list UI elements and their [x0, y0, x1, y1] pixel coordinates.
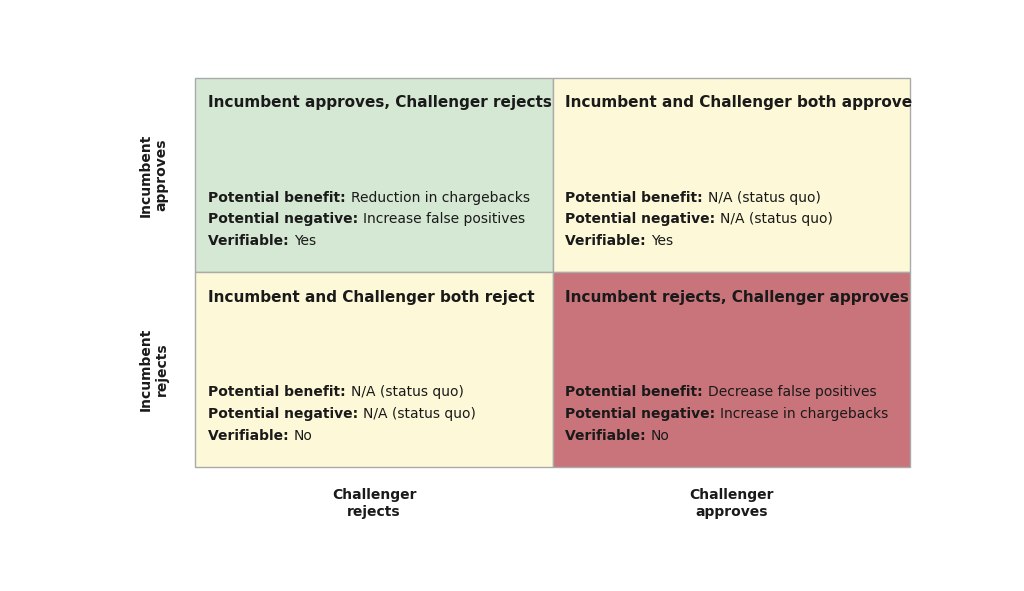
Text: Incumbent and Challenger both reject: Incumbent and Challenger both reject [208, 290, 535, 304]
Bar [553, 272, 909, 467]
Text: Potential benefit:: Potential benefit: [565, 190, 708, 204]
Text: Incumbent
approves: Incumbent approves [138, 134, 169, 217]
Text: N/A (status quo): N/A (status quo) [364, 407, 476, 421]
Text: N/A (status quo): N/A (status quo) [708, 190, 820, 204]
Text: Yes: Yes [651, 234, 673, 248]
Text: Challenger
rejects: Challenger rejects [332, 488, 417, 519]
Text: Verifiable:: Verifiable: [208, 429, 294, 443]
Text: Potential negative:: Potential negative: [565, 212, 720, 226]
Text: N/A (status quo): N/A (status quo) [350, 385, 464, 399]
Text: Potential benefit:: Potential benefit: [565, 385, 708, 399]
Text: Incumbent approves, Challenger rejects: Incumbent approves, Challenger rejects [208, 95, 552, 110]
Bar [553, 78, 909, 272]
Text: Challenger
approves: Challenger approves [689, 488, 773, 519]
Text: Yes: Yes [294, 234, 315, 248]
Text: Increase false positives: Increase false positives [364, 212, 525, 226]
Text: Potential benefit:: Potential benefit: [208, 190, 350, 204]
Text: N/A (status quo): N/A (status quo) [720, 212, 834, 226]
Text: Potential negative:: Potential negative: [208, 407, 364, 421]
Text: No: No [294, 429, 312, 443]
Text: Verifiable:: Verifiable: [565, 234, 651, 248]
Bar [196, 78, 553, 272]
Text: Increase in chargebacks: Increase in chargebacks [720, 407, 889, 421]
Text: Verifiable:: Verifiable: [208, 234, 294, 248]
Text: Verifiable:: Verifiable: [565, 429, 651, 443]
Text: Reduction in chargebacks: Reduction in chargebacks [350, 190, 529, 204]
Text: Potential benefit:: Potential benefit: [208, 385, 350, 399]
Text: Potential negative:: Potential negative: [208, 212, 364, 226]
Text: Potential negative:: Potential negative: [565, 407, 720, 421]
Text: Incumbent and Challenger both approve: Incumbent and Challenger both approve [565, 95, 912, 110]
Text: No: No [651, 429, 670, 443]
Bar [196, 272, 553, 467]
Text: Incumbent
rejects: Incumbent rejects [138, 328, 169, 411]
Text: Decrease false positives: Decrease false positives [708, 385, 877, 399]
Text: Incumbent rejects, Challenger approves: Incumbent rejects, Challenger approves [565, 290, 909, 304]
